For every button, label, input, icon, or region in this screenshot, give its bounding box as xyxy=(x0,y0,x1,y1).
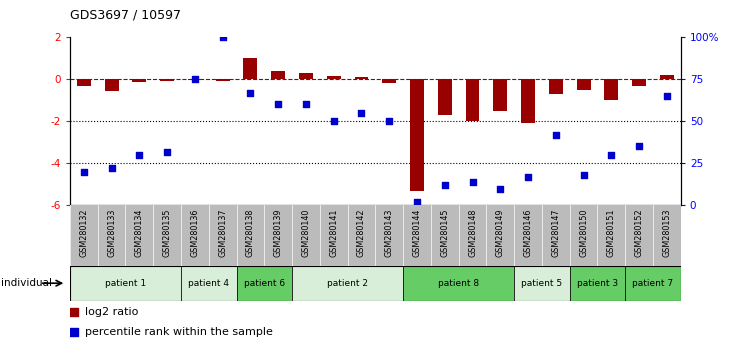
Text: GSM280149: GSM280149 xyxy=(496,208,505,257)
Bar xyxy=(160,79,174,81)
Point xyxy=(281,63,293,68)
Bar xyxy=(660,75,674,79)
Bar xyxy=(577,79,590,90)
Text: GSM280146: GSM280146 xyxy=(523,208,533,257)
Point xyxy=(106,165,118,171)
Bar xyxy=(327,76,341,79)
Bar xyxy=(188,79,202,80)
Text: GSM280133: GSM280133 xyxy=(107,208,116,257)
Point xyxy=(439,182,450,188)
Point xyxy=(133,152,145,158)
Bar xyxy=(105,79,118,91)
Text: GSM280132: GSM280132 xyxy=(79,208,88,257)
Point xyxy=(161,149,173,154)
Text: GSM280151: GSM280151 xyxy=(607,208,616,257)
Text: GSM280134: GSM280134 xyxy=(135,208,144,257)
Text: log2 ratio: log2 ratio xyxy=(85,307,138,317)
Text: GDS3697 / 10597: GDS3697 / 10597 xyxy=(70,9,181,22)
Bar xyxy=(382,79,396,84)
Text: GSM280143: GSM280143 xyxy=(385,208,394,257)
Text: GSM280142: GSM280142 xyxy=(357,208,366,257)
Bar xyxy=(438,79,452,115)
Text: GSM280147: GSM280147 xyxy=(551,208,560,257)
Bar xyxy=(244,58,258,79)
Point xyxy=(272,102,284,107)
Text: GSM280152: GSM280152 xyxy=(634,208,644,257)
Point xyxy=(606,152,618,158)
Text: GSM280145: GSM280145 xyxy=(440,208,449,257)
Text: patient 1: patient 1 xyxy=(105,279,146,288)
Point xyxy=(661,93,673,99)
Bar xyxy=(216,79,230,81)
Point xyxy=(495,185,506,191)
FancyBboxPatch shape xyxy=(403,266,514,301)
Text: GSM280139: GSM280139 xyxy=(274,208,283,257)
Point xyxy=(78,169,90,175)
Bar xyxy=(521,79,535,123)
Text: patient 2: patient 2 xyxy=(327,279,368,288)
Point xyxy=(244,90,256,96)
Text: GSM280138: GSM280138 xyxy=(246,208,255,257)
Bar xyxy=(632,79,646,86)
Text: GSM280150: GSM280150 xyxy=(579,208,588,257)
Bar xyxy=(604,79,618,100)
Bar xyxy=(549,79,563,94)
FancyBboxPatch shape xyxy=(626,266,681,301)
Point xyxy=(189,76,201,82)
Point xyxy=(328,118,339,124)
Point xyxy=(578,172,590,178)
FancyBboxPatch shape xyxy=(70,266,181,301)
Text: GSM280153: GSM280153 xyxy=(662,208,671,257)
Text: individual: individual xyxy=(1,278,52,288)
Text: GSM280137: GSM280137 xyxy=(218,208,227,257)
Point xyxy=(550,132,562,137)
FancyBboxPatch shape xyxy=(292,266,403,301)
Text: GSM280144: GSM280144 xyxy=(412,208,422,257)
Bar xyxy=(299,73,313,79)
Point xyxy=(467,179,478,184)
FancyBboxPatch shape xyxy=(570,266,626,301)
Text: patient 5: patient 5 xyxy=(521,279,562,288)
Bar xyxy=(355,77,369,79)
Text: GSM280140: GSM280140 xyxy=(302,208,311,257)
FancyBboxPatch shape xyxy=(236,266,292,301)
Bar xyxy=(132,79,146,82)
Text: patient 8: patient 8 xyxy=(438,279,479,288)
Bar xyxy=(410,79,424,190)
Point xyxy=(355,110,367,116)
Text: GSM280141: GSM280141 xyxy=(329,208,339,257)
Text: GSM280136: GSM280136 xyxy=(191,208,199,257)
Text: percentile rank within the sample: percentile rank within the sample xyxy=(85,327,272,337)
Bar xyxy=(77,79,91,86)
Text: patient 4: patient 4 xyxy=(188,279,229,288)
Point xyxy=(217,34,229,40)
Text: patient 7: patient 7 xyxy=(632,279,673,288)
Point xyxy=(523,174,534,179)
FancyBboxPatch shape xyxy=(181,266,236,301)
Text: GSM280135: GSM280135 xyxy=(163,208,171,257)
Text: patient 3: patient 3 xyxy=(577,279,618,288)
Point xyxy=(411,199,423,205)
Point xyxy=(300,102,312,107)
Bar xyxy=(272,71,285,79)
Bar xyxy=(466,79,479,121)
Point xyxy=(281,247,293,252)
Text: patient 6: patient 6 xyxy=(244,279,285,288)
FancyBboxPatch shape xyxy=(514,266,570,301)
Point xyxy=(633,144,645,149)
Bar xyxy=(493,79,507,111)
Point xyxy=(383,118,395,124)
Text: GSM280148: GSM280148 xyxy=(468,208,477,257)
